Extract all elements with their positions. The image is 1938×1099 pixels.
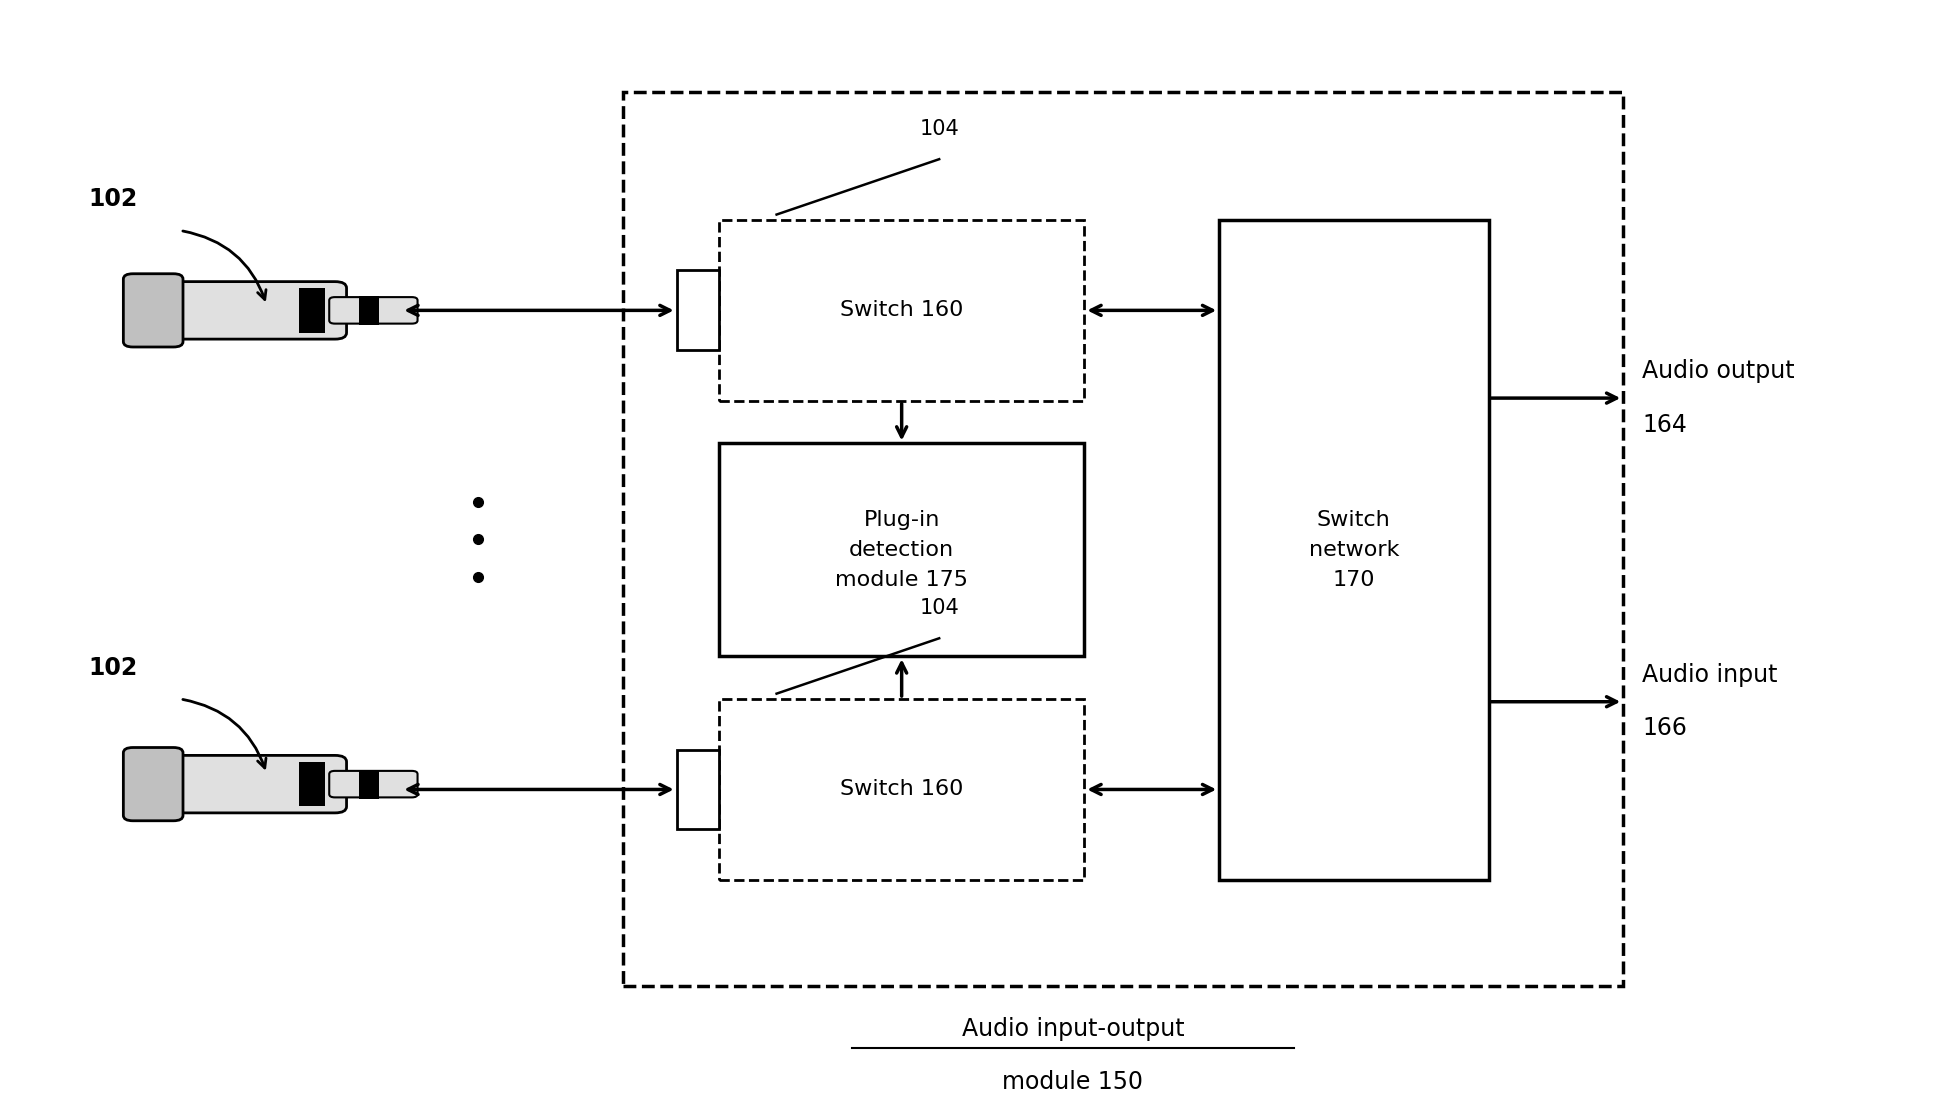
Text: 164: 164: [1641, 413, 1688, 436]
Text: Audio input-output: Audio input-output: [961, 1017, 1184, 1041]
FancyBboxPatch shape: [719, 444, 1085, 656]
Bar: [298, 288, 326, 333]
Text: module 150: module 150: [1002, 1070, 1143, 1095]
Text: 102: 102: [87, 656, 138, 680]
FancyBboxPatch shape: [151, 281, 347, 340]
Text: Audio output: Audio output: [1641, 359, 1795, 384]
Text: 102: 102: [87, 187, 138, 211]
FancyBboxPatch shape: [151, 755, 347, 813]
FancyBboxPatch shape: [1219, 220, 1488, 880]
FancyBboxPatch shape: [676, 750, 719, 830]
FancyBboxPatch shape: [124, 274, 182, 347]
Text: 104: 104: [919, 120, 959, 140]
FancyBboxPatch shape: [719, 699, 1085, 880]
FancyBboxPatch shape: [719, 220, 1085, 401]
Text: Switch 160: Switch 160: [839, 300, 963, 321]
Text: Switch 160: Switch 160: [839, 779, 963, 799]
FancyBboxPatch shape: [329, 770, 417, 798]
Text: 166: 166: [1641, 717, 1688, 741]
Text: Audio input: Audio input: [1641, 663, 1777, 687]
Text: Plug-in
detection
module 175: Plug-in detection module 175: [835, 510, 969, 589]
Text: Switch
network
170: Switch network 170: [1308, 510, 1399, 589]
Text: 104: 104: [919, 599, 959, 619]
FancyBboxPatch shape: [329, 297, 417, 323]
FancyBboxPatch shape: [124, 747, 182, 821]
Bar: [298, 762, 326, 807]
FancyBboxPatch shape: [622, 92, 1624, 987]
FancyBboxPatch shape: [676, 270, 719, 351]
Bar: [359, 296, 380, 325]
Bar: [359, 769, 380, 799]
